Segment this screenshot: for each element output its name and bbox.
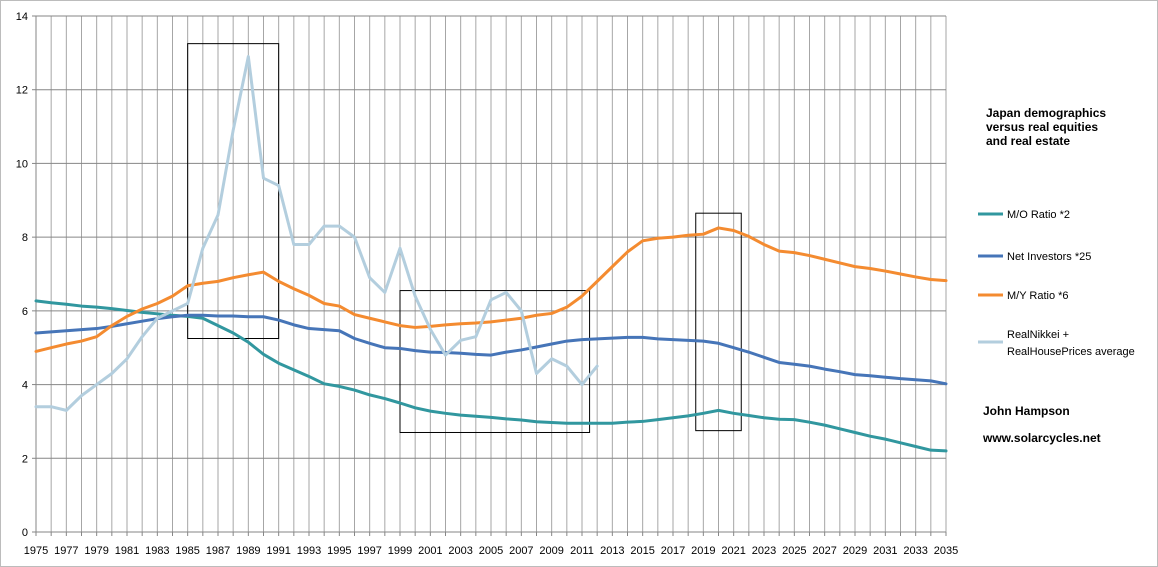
x-tick-label: 2023: [752, 545, 776, 557]
x-tick-label: 2007: [509, 545, 533, 557]
series-line-realnikkei: [34, 55, 599, 412]
x-tick-label: 1981: [115, 545, 139, 557]
y-tick-label: 2: [22, 453, 28, 465]
legend-label-my-ratio: M/Y Ratio *6: [1007, 290, 1069, 302]
x-tick-label: 1991: [266, 545, 290, 557]
y-tick-label: 4: [22, 380, 28, 392]
x-tick-label: 2005: [479, 545, 503, 557]
legend-label-realnikkei-line-1: RealNikkei +: [1007, 329, 1069, 341]
annotation-title-line-3: and real estate: [986, 134, 1070, 148]
x-tick-label: 1993: [297, 545, 321, 557]
series-line-net-investors: [34, 313, 948, 386]
annotation-title: Japan demographics versus real equities …: [986, 106, 1106, 148]
y-tick-label: 12: [16, 85, 28, 97]
x-tick-label: 2025: [782, 545, 806, 557]
y-tick-label: 6: [22, 306, 28, 318]
x-tick-label: 2031: [873, 545, 897, 557]
x-tick-label: 2003: [448, 545, 472, 557]
grid: [35, 15, 947, 533]
x-tick-label: 2029: [843, 545, 867, 557]
x-tick-label: 1975: [24, 545, 48, 557]
x-tick-label: 1983: [145, 545, 169, 557]
x-tick-label: 1995: [327, 545, 351, 557]
x-tick-label: 2009: [539, 545, 563, 557]
x-tick-label: 1997: [357, 545, 381, 557]
x-tick-label: 2001: [418, 545, 442, 557]
x-tick-label: 2035: [934, 545, 958, 557]
legend-label-mo-ratio: M/O Ratio *2: [1007, 209, 1070, 221]
legend: M/O Ratio *2 Net Investors *25 M/Y Ratio…: [978, 209, 1135, 358]
annotation-title-line-2: versus real equities: [986, 120, 1098, 134]
legend-label-realnikkei-line-2: RealHousePrices average: [1007, 346, 1135, 358]
x-tick-label: 1985: [175, 545, 199, 557]
x-tick-label: 2027: [812, 545, 836, 557]
x-tick-label: 1999: [388, 545, 412, 557]
series-line-my-ratio: [34, 226, 948, 353]
y-tick-label: 0: [22, 527, 28, 539]
x-tick-label: 2015: [630, 545, 654, 557]
x-tick-label: 1977: [54, 545, 78, 557]
chart-text: 0 2 4 6 8 10 12 14 1975 1977 1979 1981 1983 1985 1987 1…: [16, 11, 958, 557]
credit-name: John Hampson: [983, 404, 1070, 418]
x-tick-label: 2013: [600, 545, 624, 557]
x-tick-label: 2021: [721, 545, 745, 557]
x-tick-label: 2017: [661, 545, 685, 557]
x-tick-label: 1979: [84, 545, 108, 557]
x-tick-label: 1987: [206, 545, 230, 557]
x-tick-label: 2011: [570, 545, 594, 557]
legend-label-realnikkei: RealNikkei + RealHousePrices average: [1007, 329, 1135, 358]
highlight-box: [695, 212, 742, 432]
annotation-title-line-1: Japan demographics: [986, 106, 1106, 120]
y-tick-label: 8: [22, 232, 28, 244]
series-lines: [34, 55, 948, 453]
highlight-box: [399, 290, 591, 433]
credit-url: www.solarcycles.net: [982, 431, 1101, 445]
x-tick-label: 2033: [903, 545, 927, 557]
y-tick-label: 10: [16, 158, 28, 170]
x-tick-label: 2019: [691, 545, 715, 557]
legend-label-net-investors: Net Investors *25: [1007, 251, 1091, 263]
axes: [32, 15, 947, 536]
x-tick-label: 1989: [236, 545, 260, 557]
y-tick-label: 14: [16, 11, 28, 23]
